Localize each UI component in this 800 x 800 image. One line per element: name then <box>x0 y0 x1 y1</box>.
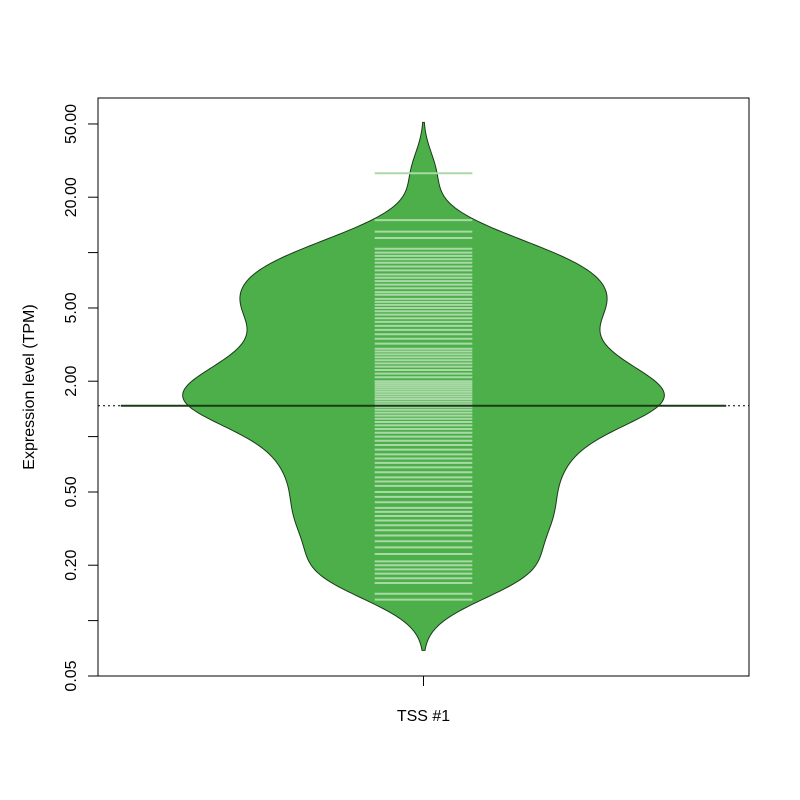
y-tick-label: 0.20 <box>63 550 80 581</box>
y-tick-label: 0.05 <box>63 660 80 691</box>
y-tick-label: 20.00 <box>63 177 80 217</box>
y-tick-label: 5.00 <box>63 292 80 323</box>
plot-frame <box>97 97 750 677</box>
y-axis-label: Expression level (TPM) <box>21 304 38 469</box>
bean <box>182 121 665 651</box>
y-tick-label: 2.00 <box>63 366 80 397</box>
y-tick-label: 0.50 <box>63 476 80 507</box>
y-tick-label: 50.00 <box>63 104 80 144</box>
x-tick-label: TSS #1 <box>397 708 450 725</box>
